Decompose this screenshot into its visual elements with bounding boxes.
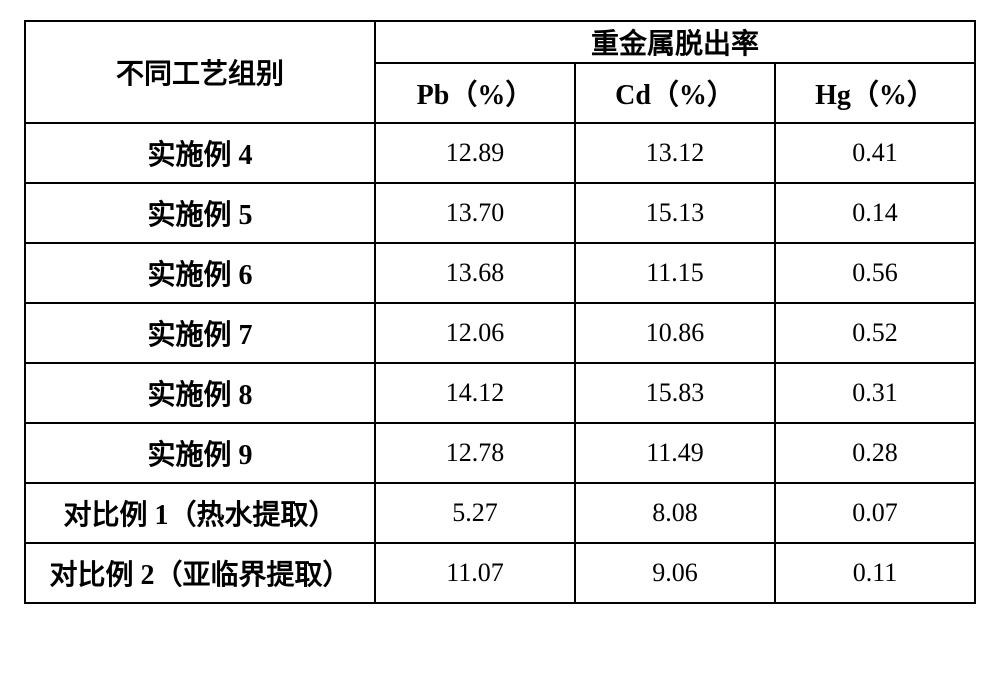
cell-cd: 9.06 xyxy=(575,543,775,603)
header-cd: Cd（%） xyxy=(575,63,775,123)
header-pb: Pb（%） xyxy=(375,63,575,123)
row-label: 实施例 8 xyxy=(25,363,375,423)
cell-cd: 13.12 xyxy=(575,123,775,183)
table-row: 实施例 9 12.78 11.49 0.28 xyxy=(25,423,975,483)
cell-hg: 0.52 xyxy=(775,303,975,363)
cell-cd: 11.15 xyxy=(575,243,775,303)
row-label: 对比例 2（亚临界提取） xyxy=(25,543,375,603)
table-row: 对比例 2（亚临界提取） 11.07 9.06 0.11 xyxy=(25,543,975,603)
cell-pb: 12.78 xyxy=(375,423,575,483)
cell-cd: 15.13 xyxy=(575,183,775,243)
header-group: 重金属脱出率 xyxy=(375,21,975,63)
cell-pb: 13.70 xyxy=(375,183,575,243)
cell-cd: 8.08 xyxy=(575,483,775,543)
table-row: 实施例 4 12.89 13.12 0.41 xyxy=(25,123,975,183)
row-label: 实施例 9 xyxy=(25,423,375,483)
row-label: 实施例 6 xyxy=(25,243,375,303)
table-row: 实施例 6 13.68 11.15 0.56 xyxy=(25,243,975,303)
header-category: 不同工艺组别 xyxy=(25,21,375,123)
cell-hg: 0.14 xyxy=(775,183,975,243)
row-label: 实施例 5 xyxy=(25,183,375,243)
cell-hg: 0.56 xyxy=(775,243,975,303)
row-label: 实施例 7 xyxy=(25,303,375,363)
table-row: 对比例 1（热水提取） 5.27 8.08 0.07 xyxy=(25,483,975,543)
cell-cd: 15.83 xyxy=(575,363,775,423)
cell-pb: 12.89 xyxy=(375,123,575,183)
header-hg: Hg（%） xyxy=(775,63,975,123)
cell-pb: 11.07 xyxy=(375,543,575,603)
row-label: 对比例 1（热水提取） xyxy=(25,483,375,543)
table-row: 实施例 7 12.06 10.86 0.52 xyxy=(25,303,975,363)
cell-hg: 0.07 xyxy=(775,483,975,543)
cell-hg: 0.41 xyxy=(775,123,975,183)
table-row: 实施例 8 14.12 15.83 0.31 xyxy=(25,363,975,423)
header-row-1: 不同工艺组别 重金属脱出率 xyxy=(25,21,975,63)
row-label: 实施例 4 xyxy=(25,123,375,183)
cell-cd: 10.86 xyxy=(575,303,775,363)
cell-pb: 13.68 xyxy=(375,243,575,303)
cell-hg: 0.11 xyxy=(775,543,975,603)
cell-cd: 11.49 xyxy=(575,423,775,483)
data-table: 不同工艺组别 重金属脱出率 Pb（%） Cd（%） Hg（%） 实施例 4 12… xyxy=(24,20,976,604)
cell-hg: 0.28 xyxy=(775,423,975,483)
cell-pb: 14.12 xyxy=(375,363,575,423)
cell-hg: 0.31 xyxy=(775,363,975,423)
cell-pb: 12.06 xyxy=(375,303,575,363)
table-row: 实施例 5 13.70 15.13 0.14 xyxy=(25,183,975,243)
cell-pb: 5.27 xyxy=(375,483,575,543)
